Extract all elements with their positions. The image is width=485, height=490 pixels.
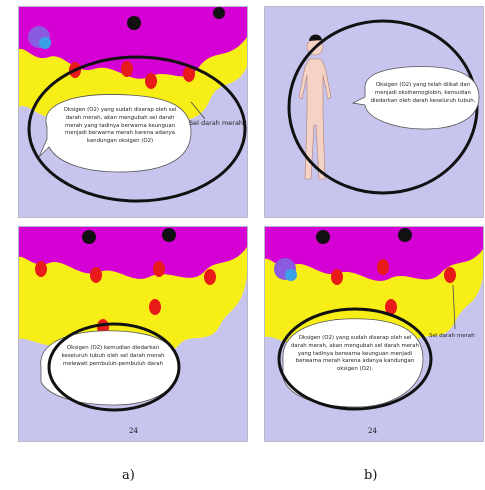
highlight-circle: [27, 55, 247, 203]
highlight-circle: [277, 307, 433, 411]
red-blood-cell-label: Sel darah merah: [189, 119, 244, 127]
red-blood-cell: [444, 267, 456, 283]
speech-bubble: [38, 94, 192, 173]
caption-a: a): [122, 468, 135, 483]
nucleus: [213, 7, 225, 19]
blue-cell: [285, 269, 297, 281]
blue-cell: [39, 37, 51, 49]
nucleus: [127, 16, 141, 30]
panel-top-right: Oksigen (O2) yang telah diikat dan menja…: [264, 6, 484, 218]
red-blood-cell: [153, 261, 165, 277]
red-blood-cell: [35, 261, 47, 277]
oxygen-absorption-note: Oksigen (O2) yang sudah diserap oleh sel…: [291, 335, 419, 373]
page-number: 24: [368, 427, 377, 435]
caption-b: b): [364, 468, 378, 483]
red-blood-cell: [121, 61, 133, 77]
panel-bottom-right: Oksigen (O2) yang sudah diserap oleh sel…: [264, 226, 484, 442]
red-blood-cell: [385, 299, 397, 315]
oxygen-circulation-note: Oksigen (O2) kemudian diedarkan keseluru…: [61, 345, 165, 367]
red-blood-cell-label: Sel darah merah: [429, 333, 475, 339]
panel-top-left: Oksigen (O2) yang sudah diserap oleh sel…: [18, 6, 248, 218]
red-blood-cell: [204, 269, 216, 285]
label-pointer: [190, 101, 206, 120]
oxygen-absorption-note: Oksigen (O2) yang sudah diserap oleh sel…: [63, 107, 177, 145]
panel-bottom-right-art: [265, 227, 483, 411]
human-body-figure: [298, 34, 332, 180]
panel-top-right-art: [287, 19, 480, 195]
speech-bubble: [351, 66, 480, 130]
red-blood-cell: [183, 66, 195, 82]
nucleus: [82, 230, 96, 244]
red-blood-cell: [149, 299, 161, 315]
nucleus: [398, 228, 412, 242]
nucleus: [316, 230, 330, 244]
panel-bottom-left-art: [19, 227, 247, 412]
highlight-circle: [47, 322, 181, 412]
label-pointer: [452, 284, 456, 330]
nucleus: [162, 228, 176, 242]
red-blood-cell: [377, 259, 389, 275]
magenta-tissue: [19, 227, 247, 279]
red-blood-cell: [90, 267, 102, 283]
magenta-tissue: [19, 7, 247, 79]
page-number: 24: [129, 427, 138, 435]
red-blood-cell: [145, 73, 157, 89]
panel-bottom-left: Oksigen (O2) kemudian diedarkan keseluru…: [18, 226, 248, 442]
oxyhemoglobin-note: Oksigen (O2) yang telah diikat dan menja…: [370, 82, 476, 104]
panel-top-left-art: [19, 7, 247, 203]
red-blood-cell: [331, 269, 343, 285]
